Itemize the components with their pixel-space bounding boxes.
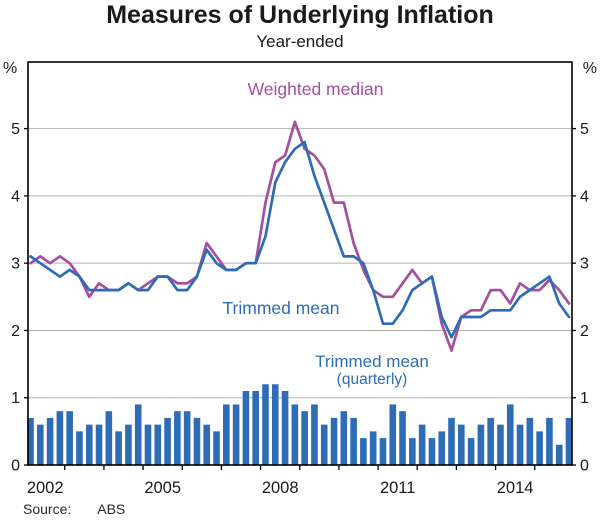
bar xyxy=(76,431,83,465)
bar xyxy=(271,384,279,465)
trimmed-mean-label: Trimmed mean xyxy=(222,298,340,318)
bar xyxy=(340,411,348,465)
x-tick-label: 2011 xyxy=(380,479,415,497)
gridlines xyxy=(28,128,572,399)
bar xyxy=(115,431,122,465)
bar xyxy=(125,424,132,465)
bar xyxy=(428,438,436,465)
bar xyxy=(291,404,299,465)
y-tick-label-left: 5 xyxy=(11,121,20,138)
bar xyxy=(360,438,367,465)
x-tick-label: 2014 xyxy=(497,479,534,497)
x-tick-label: 2002 xyxy=(27,479,64,497)
y-tick-label-left: 1 xyxy=(11,390,20,407)
bar xyxy=(418,424,426,465)
bar xyxy=(565,417,573,465)
x-tick-label: 2008 xyxy=(262,479,299,497)
x-axis-labels: 2002 2005 2008 2011 2014 xyxy=(27,479,534,497)
bar xyxy=(311,404,318,465)
bar xyxy=(164,417,171,465)
bar xyxy=(477,424,485,465)
bar xyxy=(555,444,563,465)
bar xyxy=(369,431,377,465)
trimmed-mean-quarterly-line2: (quarterly) xyxy=(336,371,408,388)
bar xyxy=(448,417,455,465)
y-tick-label-right: 4 xyxy=(580,188,589,205)
bar xyxy=(438,431,446,465)
bar xyxy=(399,411,406,465)
bar xyxy=(105,411,113,465)
bar xyxy=(232,404,240,465)
bar xyxy=(506,404,514,465)
x-tick-label: 2005 xyxy=(144,479,181,497)
y-tick-label-right: 1 xyxy=(580,390,589,407)
bar xyxy=(66,411,73,465)
y-tick-label-right: 0 xyxy=(580,458,589,475)
x-axis-ticks xyxy=(64,465,536,470)
bar xyxy=(409,438,416,465)
chart-title: Measures of Underlying Inflation xyxy=(106,1,494,29)
bar xyxy=(301,411,308,465)
bar-series-trimmed-mean-quarterly xyxy=(27,384,573,465)
source-label: Source: xyxy=(23,501,72,517)
bar xyxy=(154,424,162,465)
weighted-median-label: Weighted median xyxy=(247,79,384,99)
bar xyxy=(536,431,543,465)
bar xyxy=(379,438,387,465)
line-trimmed-mean xyxy=(29,140,571,339)
bar xyxy=(85,424,93,465)
bar xyxy=(330,417,338,465)
bar xyxy=(95,424,103,465)
bar xyxy=(252,390,259,465)
bar xyxy=(174,411,181,465)
y-tick-label-left: 2 xyxy=(11,323,20,340)
source-note: Source: ABS xyxy=(23,501,125,517)
bar xyxy=(281,390,289,465)
bar xyxy=(203,424,211,465)
bar xyxy=(183,411,191,465)
y-tick-label-left: 3 xyxy=(11,256,20,273)
y-axis-labels: 0 0 1 1 2 2 3 3 4 4 5 5 xyxy=(11,121,589,474)
bar xyxy=(516,424,524,465)
bar xyxy=(56,411,64,465)
bar xyxy=(526,417,534,465)
bar xyxy=(350,417,357,465)
y-tick-label-right: 2 xyxy=(580,323,589,340)
bar xyxy=(262,384,269,465)
y-tick-label-right: 5 xyxy=(580,121,589,138)
trimmed-mean-quarterly-label: Trimmed mean (quarterly) xyxy=(292,352,452,389)
y-tick-label-left: 0 xyxy=(11,458,20,475)
bar xyxy=(546,417,553,465)
bar xyxy=(36,424,44,465)
y-tick-label-right: 3 xyxy=(580,256,589,273)
bar xyxy=(458,424,465,465)
bar xyxy=(497,424,504,465)
y-axis-unit-right: % xyxy=(582,60,597,77)
bar xyxy=(46,417,54,465)
bar xyxy=(320,424,328,465)
bar xyxy=(223,404,230,465)
bar xyxy=(242,390,250,465)
bar xyxy=(487,417,494,465)
chart-subtitle: Year-ended xyxy=(256,32,344,51)
bar xyxy=(134,404,142,465)
y-tick-label-left: 4 xyxy=(11,188,20,205)
bar xyxy=(193,417,201,465)
bar xyxy=(213,431,220,465)
bar xyxy=(27,417,34,465)
bar xyxy=(144,424,152,465)
bar xyxy=(389,404,397,465)
trimmed-mean-quarterly-line1: Trimmed mean xyxy=(315,352,429,371)
source-value: ABS xyxy=(97,501,126,517)
y-axis-unit-left: % xyxy=(3,60,18,77)
bar xyxy=(467,438,475,465)
